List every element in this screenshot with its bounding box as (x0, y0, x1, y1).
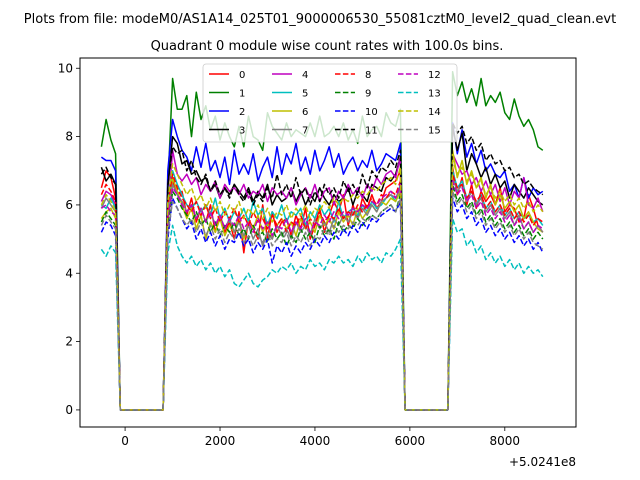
series-line-11 (100, 122, 544, 411)
y-tick-label: 4 (65, 266, 73, 280)
chart-title: Quadrant 0 module wise count rates with … (151, 39, 504, 54)
legend-label-12: 12 (428, 70, 441, 81)
legend-label-2: 2 (239, 107, 245, 118)
y-tick-label: 0 (65, 403, 73, 417)
x-tick-label: 0 (121, 434, 129, 448)
series-line-10 (100, 197, 544, 411)
series-layer (100, 70, 544, 411)
legend-label-1: 1 (239, 89, 245, 100)
legend-label-9: 9 (365, 89, 371, 100)
y-tick-label: 10 (58, 61, 73, 75)
legend-box (202, 63, 458, 143)
series-line-14 (100, 159, 544, 411)
x-tick-label: 2000 (205, 434, 236, 448)
legend-label-15: 15 (428, 126, 441, 137)
legend-label-6: 6 (302, 107, 308, 118)
y-tick-label: 6 (65, 198, 73, 212)
legend-label-13: 13 (428, 89, 441, 100)
series-line-13 (100, 217, 544, 411)
legend-label-3: 3 (239, 126, 245, 137)
plot-frame (79, 57, 577, 428)
y-tick-label: 2 (65, 335, 73, 349)
legend-label-4: 4 (302, 70, 308, 81)
legend-label-10: 10 (365, 107, 378, 118)
x-offset-label: +5.0241e8 (509, 455, 576, 469)
series-line-2 (100, 118, 544, 411)
series-line-15 (100, 190, 544, 411)
legend-label-14: 14 (428, 107, 441, 118)
legend-label-8: 8 (365, 70, 371, 81)
series-line-8 (100, 173, 544, 411)
x-tick-label: 4000 (300, 434, 331, 448)
x-tick-label: 8000 (490, 434, 521, 448)
legend-label-5: 5 (302, 89, 308, 100)
x-tick-label: 6000 (395, 434, 426, 448)
series-line-9 (100, 183, 544, 411)
legend-label-11: 11 (365, 126, 378, 137)
series-line-12 (100, 180, 544, 411)
chart-suptitle: Plots from file: modeM0/AS1A14_025T01_90… (24, 12, 616, 27)
y-tick-label: 8 (65, 130, 73, 144)
legend-label-7: 7 (302, 126, 308, 137)
legend-label-0: 0 (239, 70, 245, 81)
series-line-7 (100, 176, 544, 411)
